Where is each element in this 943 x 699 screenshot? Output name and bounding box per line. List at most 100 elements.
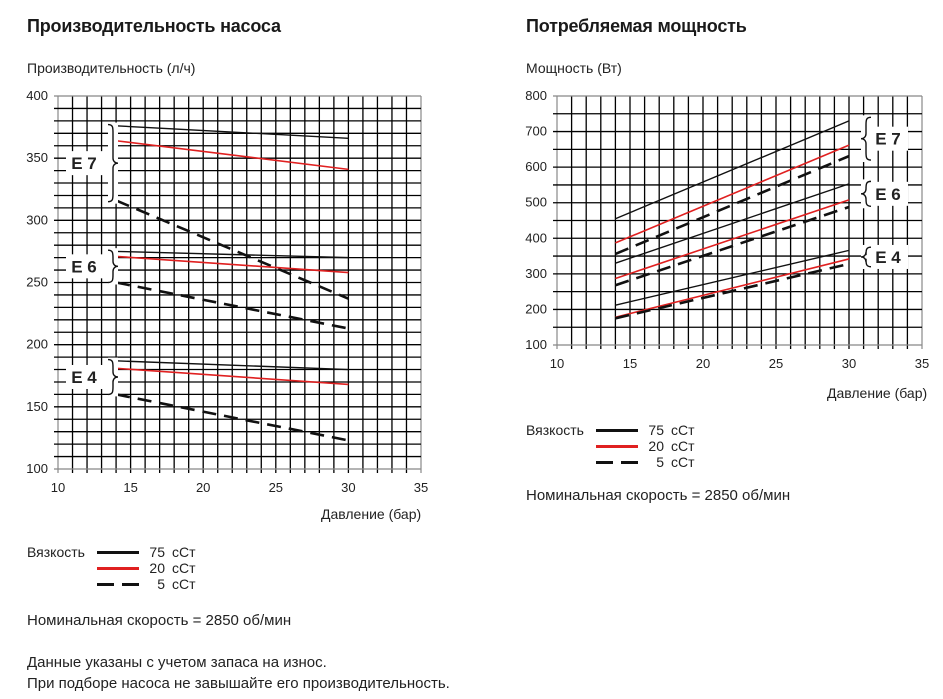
flow-ytick-label: 100: [26, 461, 48, 476]
power-series-E7-dashed-black: [614, 154, 850, 256]
power-series-E6-solid-red: [615, 199, 850, 280]
power-brace-bg: [861, 179, 871, 209]
power-xtick-label: 35: [915, 356, 929, 371]
power-ytick-label: 300: [525, 266, 547, 281]
disclaimer-line-1: Данные указаны с учетом запаса на износ.: [27, 654, 327, 671]
legend-row-5: 5 сСт: [526, 454, 726, 470]
power-brace-E6: [860, 180, 872, 207]
flow-brace-bg: [108, 248, 118, 285]
flow-chart-ylabel: Производительность (л/ч): [27, 60, 196, 76]
flow-series-E6-dashed-black: [115, 281, 349, 330]
power-brace-E7: [860, 116, 872, 161]
flow-series-E4-solid-red: [116, 367, 349, 386]
power-chart-legend: Вязкость 75 сСт 20 сСт 5 сСт: [526, 422, 726, 470]
flow-brace-bg: [108, 122, 118, 204]
legend-unit: сСт: [671, 422, 695, 438]
nominal-speed-right: Номинальная скорость = 2850 об/мин: [526, 487, 791, 504]
flow-group-label-E4: E 4: [71, 368, 97, 387]
power-series-E7-solid-red: [615, 144, 850, 244]
flow-chart-legend: Вязкость 75 сСт 20 сСт 5 сСт: [27, 544, 227, 592]
flow-brace-E7: [107, 123, 119, 203]
legend-row-5: 5 сСт: [27, 576, 227, 592]
power-ytick-label: 700: [525, 124, 547, 139]
power-chart-ylabel: Мощность (Вт): [526, 60, 622, 76]
power-xtick-label: 30: [842, 356, 856, 371]
flow-series-E7-dashed-black: [115, 199, 349, 300]
legend-unit: сСт: [172, 576, 196, 592]
power-brace-E4: [860, 246, 872, 268]
flow-ytick-label: 400: [26, 88, 48, 103]
legend-swatch-solid-red: [596, 445, 638, 448]
legend-value: 5: [656, 454, 664, 470]
power-series-E4-dashed-black: [615, 262, 850, 320]
legend-value: 20: [149, 560, 165, 576]
flow-xtick-label: 30: [341, 480, 355, 495]
legend-swatch-dashed-black: [596, 461, 638, 464]
legend-unit: сСт: [172, 544, 196, 560]
power-ytick-label: 200: [525, 301, 547, 316]
legend-value: 20: [648, 438, 664, 454]
legend-value: 75: [149, 544, 165, 560]
power-group-label-E6: E 6: [875, 185, 901, 204]
legend-title: Вязкость: [27, 544, 85, 560]
flow-series-E4-dashed-black: [115, 393, 349, 442]
flow-chart-title: Производительность насоса: [27, 16, 281, 36]
flow-brace-E4: [107, 358, 119, 396]
flow-series-E6-solid-red: [116, 255, 349, 274]
flow-series-E6-solid-black: [116, 250, 349, 259]
legend-value: 5: [157, 576, 165, 592]
power-ytick-label: 100: [525, 337, 547, 352]
flow-series-E7-solid-red: [115, 139, 349, 171]
flow-xtick-label: 10: [51, 480, 65, 495]
flow-xtick-label: 35: [414, 480, 428, 495]
power-ytick-label: 500: [525, 195, 547, 210]
power-xtick-label: 20: [696, 356, 710, 371]
flow-group-label-E6: E 6: [71, 257, 97, 276]
nominal-speed-left: Номинальная скорость = 2850 об/мин: [27, 612, 292, 629]
flow-ytick-label: 150: [26, 399, 48, 414]
legend-swatch-solid-red: [97, 567, 139, 570]
flow-xtick-label: 25: [269, 480, 283, 495]
legend-row-75: Вязкость 75 сСт: [27, 544, 227, 560]
power-ytick-label: 600: [525, 159, 547, 174]
power-xtick-label: 25: [769, 356, 783, 371]
flow-series-E4-solid-black: [116, 360, 349, 371]
power-series-E6-dashed-black: [614, 205, 850, 287]
power-series-E4-solid-black: [615, 249, 850, 306]
power-series-E4-solid-red: [615, 258, 850, 319]
legend-unit: сСт: [671, 438, 695, 454]
legend-row-20: 20 сСт: [526, 438, 726, 454]
power-ytick-label: 400: [525, 230, 547, 245]
flow-brace-bg: [108, 357, 118, 397]
legend-value: 75: [648, 422, 664, 438]
power-group-label-bg: [862, 244, 908, 269]
flow-brace-E6: [107, 249, 119, 284]
flow-group-label-E7: E 7: [71, 154, 97, 173]
legend-row-20: 20 сСт: [27, 560, 227, 576]
power-chart-title: Потребляемая мощность: [526, 16, 747, 36]
power-xtick-label: 15: [623, 356, 637, 371]
flow-ytick-label: 350: [26, 150, 48, 165]
legend-unit: сСт: [172, 560, 196, 576]
flow-ytick-label: 200: [26, 337, 48, 352]
flow-chart-xlabel: Давление (бар): [321, 506, 422, 522]
power-ytick-label: 800: [525, 88, 547, 103]
flow-xtick-label: 15: [123, 480, 137, 495]
power-group-label-E7: E 7: [875, 130, 901, 149]
power-chart-xlabel: Давление (бар): [827, 385, 928, 401]
legend-title: Вязкость: [526, 422, 584, 438]
legend-swatch-dashed-black: [97, 583, 139, 586]
power-xtick-label: 10: [550, 356, 564, 371]
flow-series-E7-solid-black: [116, 125, 349, 139]
legend-row-75: Вязкость 75 сСт: [526, 422, 726, 438]
flow-ytick-label: 300: [26, 212, 48, 227]
legend-swatch-solid-black: [97, 551, 139, 554]
flow-ytick-label: 250: [26, 275, 48, 290]
power-brace-bg: [861, 115, 871, 163]
legend-swatch-solid-black: [596, 429, 638, 432]
legend-unit: сСт: [671, 454, 695, 470]
flow-xtick-label: 20: [196, 480, 210, 495]
power-group-label-E4: E 4: [875, 248, 901, 267]
power-brace-bg: [861, 245, 871, 269]
